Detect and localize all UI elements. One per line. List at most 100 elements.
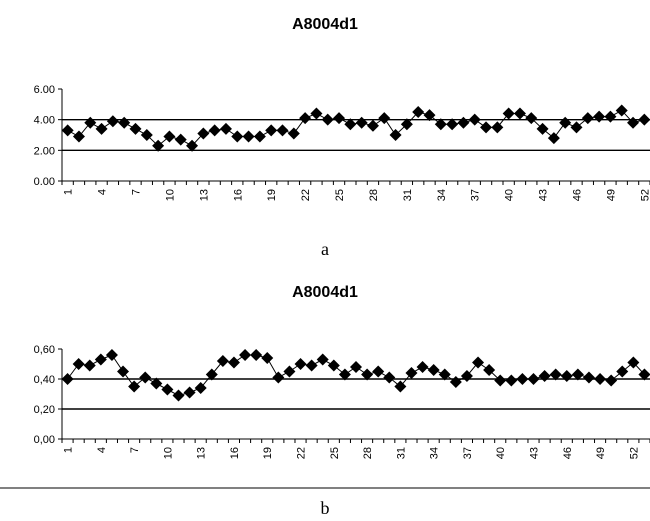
data-point xyxy=(582,371,595,384)
data-point xyxy=(491,121,504,134)
chart-a-caption: a xyxy=(321,239,329,259)
data-point xyxy=(627,356,640,369)
chart-a-x-tick-labels: 1 4 7 10 13 16 19 22 25 28 31 34 37 40 43 46 49 52 xyxy=(61,181,650,201)
data-point xyxy=(405,367,418,379)
data-point xyxy=(105,349,118,361)
data-point xyxy=(536,122,549,135)
y-tick-label: 4.00 xyxy=(34,115,55,127)
data-point xyxy=(616,365,629,378)
chart-a-title: A8004d1 xyxy=(292,16,358,33)
chart-b-caption: b xyxy=(321,498,330,518)
data-point xyxy=(272,371,285,384)
data-point xyxy=(605,374,618,387)
data-point xyxy=(118,116,131,129)
chart-a-series xyxy=(61,104,650,152)
data-point xyxy=(321,113,334,126)
data-point xyxy=(615,104,628,117)
data-point xyxy=(434,118,447,131)
y-tick-label: 0.00 xyxy=(34,176,55,188)
data-point xyxy=(416,361,429,373)
y-tick-label: 0,20 xyxy=(34,404,55,416)
data-point xyxy=(505,374,518,387)
data-point xyxy=(197,127,210,140)
data-point xyxy=(527,373,540,385)
data-point xyxy=(361,368,374,381)
x-tick-label: 19 xyxy=(262,447,274,459)
chart-b-x-tick-labels: 1 4 7 10 13 16 19 22 25 28 31 34 37 40 43 46 49 52 xyxy=(61,439,650,459)
data-point xyxy=(480,121,493,134)
data-point xyxy=(194,382,207,394)
data-point xyxy=(327,359,340,372)
data-point xyxy=(581,112,594,125)
data-point xyxy=(299,112,312,125)
x-tick-label: 28 xyxy=(368,189,380,201)
data-point xyxy=(383,371,396,384)
x-tick-label: 52 xyxy=(628,447,640,459)
series-line xyxy=(67,109,645,147)
data-point xyxy=(316,353,329,366)
data-point xyxy=(560,370,573,382)
data-point xyxy=(128,380,141,393)
data-point xyxy=(423,109,436,122)
data-point xyxy=(216,355,229,367)
data-point xyxy=(208,124,221,137)
x-tick-label: 13 xyxy=(196,447,208,459)
data-point xyxy=(538,370,551,382)
data-point xyxy=(559,116,572,129)
x-tick-label: 10 xyxy=(162,447,174,459)
chart-a: A8004d1 0.00 2.00 4.00 6.00 1 4 7 10 13 16 19 22 25… xyxy=(34,16,650,259)
data-point xyxy=(366,119,379,132)
y-tick-label: 6.00 xyxy=(34,84,55,96)
x-tick-label: 4 xyxy=(96,447,108,453)
data-point xyxy=(438,368,451,381)
x-tick-label: 34 xyxy=(429,447,441,459)
data-point xyxy=(547,132,560,145)
data-point xyxy=(106,115,119,128)
y-tick-label: 0,60 xyxy=(34,344,55,356)
data-point xyxy=(604,110,617,123)
data-point xyxy=(227,356,240,369)
x-tick-label: 25 xyxy=(329,447,341,459)
data-point xyxy=(140,129,153,141)
data-point xyxy=(94,353,107,366)
x-tick-label: 49 xyxy=(605,189,617,201)
data-point xyxy=(627,116,640,129)
chart-b-series xyxy=(61,349,650,402)
x-tick-label: 1 xyxy=(63,189,75,195)
data-point xyxy=(84,116,97,129)
x-tick-label: 31 xyxy=(402,189,414,201)
x-tick-label: 46 xyxy=(572,189,584,201)
data-point xyxy=(183,386,196,399)
data-point xyxy=(494,374,507,387)
data-point xyxy=(593,110,606,123)
x-tick-label: 46 xyxy=(562,447,574,459)
x-tick-label: 10 xyxy=(164,189,176,201)
chart-a-reference-lines xyxy=(62,118,650,152)
data-point xyxy=(472,356,485,369)
x-tick-label: 16 xyxy=(229,447,241,459)
data-point xyxy=(638,368,650,381)
chart-b: A8004d1 0,00 0,20 0,40 0,60 1 4 7 10 13 16 19 22 25… xyxy=(0,284,650,518)
data-point xyxy=(72,358,85,370)
x-tick-label: 19 xyxy=(266,189,278,201)
data-point xyxy=(61,373,74,385)
data-point xyxy=(219,122,232,135)
x-tick-label: 52 xyxy=(639,189,650,201)
x-tick-label: 4 xyxy=(97,189,109,195)
data-point xyxy=(261,352,274,364)
y-tick-label: 2.00 xyxy=(34,145,55,157)
x-tick-label: 7 xyxy=(131,189,143,195)
data-point xyxy=(570,121,583,134)
data-point xyxy=(186,139,199,152)
data-point xyxy=(549,368,562,381)
data-point xyxy=(129,122,142,135)
data-point xyxy=(276,124,289,137)
data-point xyxy=(468,113,481,126)
data-point xyxy=(412,106,425,118)
x-tick-label: 43 xyxy=(538,189,550,201)
data-point xyxy=(242,130,255,143)
x-tick-label: 1 xyxy=(63,447,75,453)
data-point xyxy=(152,139,165,152)
data-point xyxy=(250,349,263,361)
